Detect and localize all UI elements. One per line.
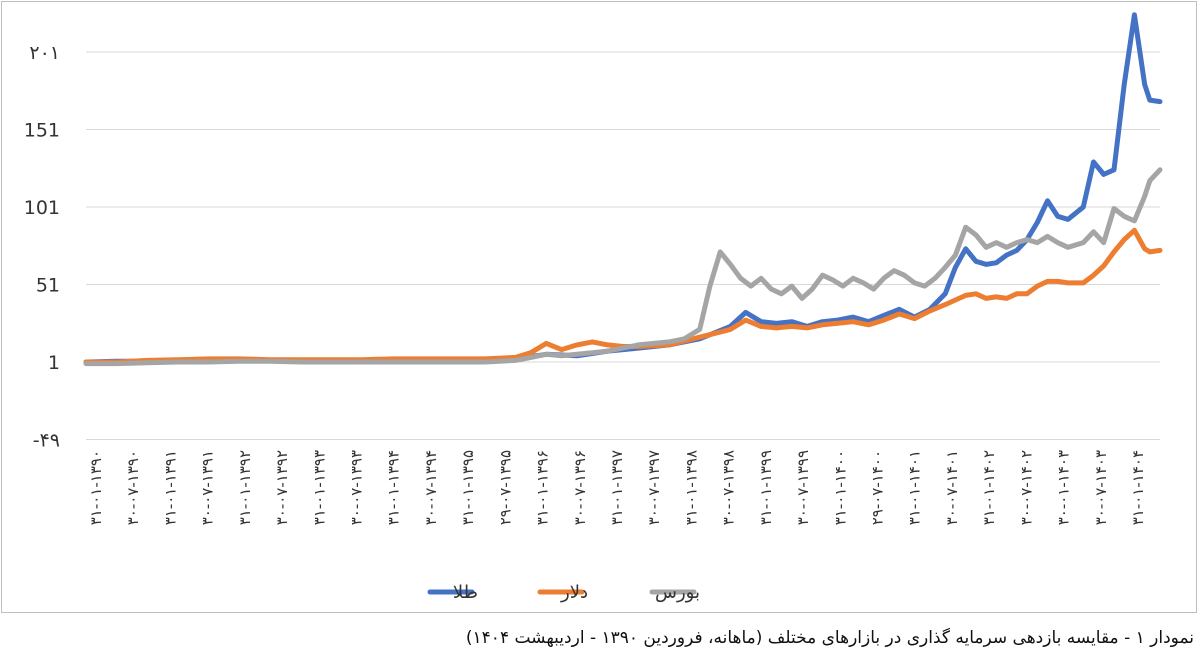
x-tick-label: ۳۱-۰۱-۱۳۹۱ — [161, 450, 179, 525]
legend-label: بورس — [655, 582, 700, 603]
x-tick-label: ۳۰-۰۷-۱۴۰۱ — [943, 450, 961, 525]
legend-label: دلار — [560, 582, 588, 603]
x-tick-label: ۳۰-۰۷-۱۳۹۶ — [571, 450, 589, 525]
chart-svg: ۲۰۱ 151 101 51 1 -۴۹ ۳۱-۰۱-۱۳۹۰ ۳۰-۰۷-۱۳۹۰ ۳۱-۰۱… — [24, 12, 1163, 603]
x-tick-label: ۳۱-۰۱-۱۳۹۸ — [682, 450, 700, 525]
y-tick-label: 1 — [48, 352, 60, 374]
x-tick-label: ۳۰-۰۷-۱۳۹۰ — [124, 450, 142, 525]
series-line-3 — [83, 167, 1163, 367]
x-tick-label: ۳۱-۰۱-۱۳۹۹ — [757, 450, 775, 525]
x-tick-label: ۳۱-۰۱-۱۳۹۵ — [459, 450, 477, 525]
x-tick-label: ۲۹-۰۷-۱۳۹۵ — [496, 450, 514, 525]
x-tick-label: ۳۱-۰۱-۱۳۹۴ — [385, 450, 403, 525]
x-tick-label: ۳۱-۰۱-۱۳۹۶ — [534, 450, 552, 525]
x-tick-label: ۳۰-۰۷-۱۴۰۲ — [1017, 450, 1035, 525]
x-tick-label: ۳۱-۰۱-۱۴۰۱ — [906, 450, 924, 525]
y-tick-label: ۲۰۱ — [29, 42, 60, 64]
x-tick-label: ۳۰-۰۷-۱۳۹۸ — [720, 450, 738, 525]
x-tick-label: ۳۰-۰۷-۱۳۹۷ — [645, 450, 663, 525]
x-tick-label: ۳۱-۰۱-۱۴۰۴ — [1129, 450, 1147, 525]
x-tick-label: ۳۰-۰۷-۱۳۹۹ — [794, 450, 812, 525]
x-tick-label: ۳۰-۰۷-۱۳۹۳ — [348, 450, 366, 525]
x-tick-label: ۳۰-۰۷-۱۴۰۳ — [1092, 450, 1110, 525]
y-tick-label: 51 — [36, 275, 60, 297]
x-tick-label: ۳۱-۰۱-۱۳۹۰ — [87, 450, 105, 525]
x-tick-label: ۳۱-۰۱-۱۳۹۷ — [608, 450, 626, 525]
x-tick-label: ۳۰-۰۱-۱۴۰۳ — [1055, 450, 1073, 525]
y-tick-label: 101 — [24, 197, 60, 219]
x-tick-label: ۳۰-۰۷-۱۳۹۴ — [422, 450, 440, 525]
y-tick-label: 151 — [24, 120, 60, 142]
x-tick-label: ۳۱-۰۱-۱۴۰۰ — [831, 450, 849, 525]
y-tick-label: -۴۹ — [33, 430, 60, 452]
chart-caption: نمودار ۱ - مقایسه بازدهی سرمایه گذاری در… — [465, 628, 1194, 648]
series-line-2 — [83, 227, 1163, 365]
x-tick-label: ۳۰-۰۷-۱۳۹۱ — [199, 450, 217, 525]
series-line-1 — [83, 12, 1163, 365]
x-tick-label: ۳۱-۰۱-۱۳۹۲ — [236, 450, 254, 525]
legend-label: طلا — [453, 582, 478, 603]
x-tick-label: ۳۱-۰۱-۱۴۰۲ — [980, 450, 998, 525]
chart-frame — [1, 1, 1197, 613]
x-tick-label: ۲۹-۰۷-۱۴۰۰ — [869, 450, 887, 525]
x-tick-label: ۳۰-۰۷-۱۳۹۲ — [273, 450, 291, 525]
x-tick-label: ۳۱-۰۱-۱۳۹۳ — [310, 450, 328, 525]
